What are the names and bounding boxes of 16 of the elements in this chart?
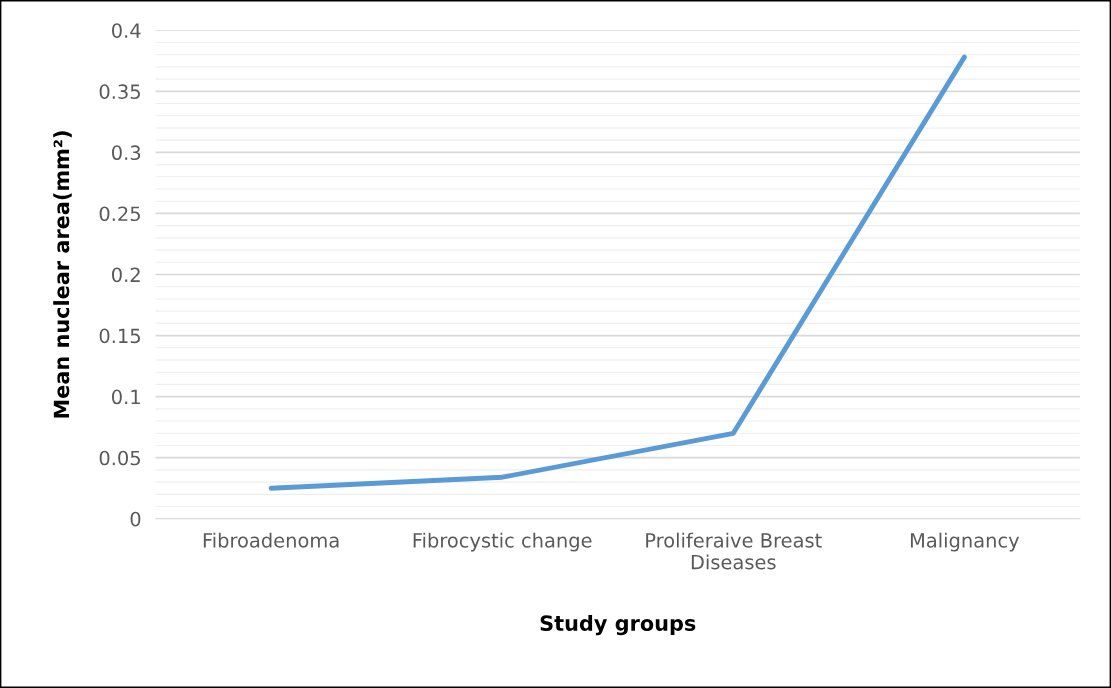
y-tick-label: 0.35 [99, 84, 140, 99]
y-tick-label: 0.4 [112, 23, 141, 38]
y-tick-label: 0.1 [112, 389, 140, 405]
x-tick-label: Fibroadenoma [203, 532, 339, 548]
x-axis-title: Study groups [540, 614, 696, 636]
y-axis-title: Mean nuclear area(mm²) [53, 131, 72, 418]
x-tick-label: Fibrocystic change [413, 532, 592, 552]
y-tick-label: 0.05 [99, 450, 140, 466]
y-tick-label: 0 [130, 511, 141, 527]
y-tick-label: 0.15 [99, 328, 140, 344]
x-tick-label: Proliferaive Breast Diseases [646, 532, 822, 570]
y-tick-label: 0.3 [112, 145, 141, 161]
line-series [268, 54, 967, 491]
y-tick-label: 0.25 [99, 206, 140, 222]
y-tick-label: 0.2 [112, 267, 140, 283]
x-tick-label: Malignancy [910, 532, 1020, 552]
